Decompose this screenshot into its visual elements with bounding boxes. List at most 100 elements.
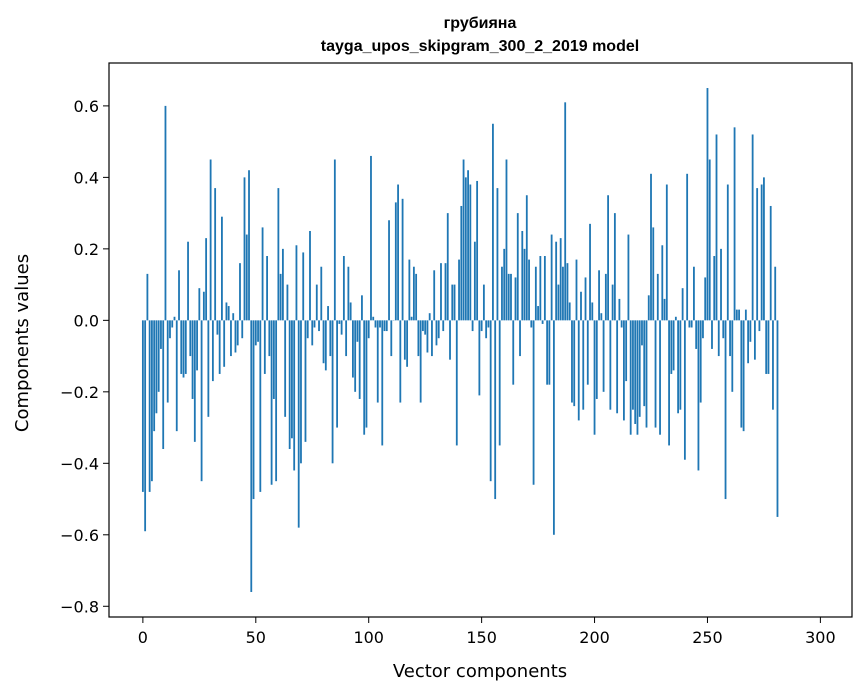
bar xyxy=(656,273,659,321)
bar xyxy=(401,198,404,321)
bar xyxy=(182,320,185,378)
bar xyxy=(243,177,246,321)
bar xyxy=(322,320,325,364)
bar xyxy=(510,273,512,321)
bar xyxy=(354,320,357,392)
x-tick-label: 200 xyxy=(579,628,610,647)
bar xyxy=(492,123,494,321)
bar xyxy=(268,320,271,357)
bar xyxy=(363,320,366,435)
bar xyxy=(180,320,183,374)
bar xyxy=(507,273,510,321)
bar xyxy=(512,320,515,385)
bar xyxy=(202,291,205,321)
bar xyxy=(609,320,612,410)
bar xyxy=(713,256,716,321)
bar xyxy=(412,266,415,321)
bar xyxy=(641,320,643,346)
bar xyxy=(191,320,194,399)
bar xyxy=(715,134,718,321)
bar xyxy=(733,127,736,321)
bar xyxy=(593,320,596,435)
bar xyxy=(254,320,257,346)
bar xyxy=(699,320,702,403)
bar xyxy=(650,173,652,321)
bar xyxy=(607,195,609,321)
bar xyxy=(374,320,377,328)
plot-frame xyxy=(108,62,853,618)
bar xyxy=(320,266,323,321)
bar xyxy=(239,263,241,321)
bar xyxy=(577,320,580,421)
bar xyxy=(686,173,689,321)
bar xyxy=(564,102,567,321)
bar xyxy=(173,316,176,321)
bar xyxy=(604,273,607,321)
bar xyxy=(211,320,214,382)
bar xyxy=(277,188,280,321)
bar xyxy=(571,320,573,403)
bar xyxy=(735,309,738,321)
bar xyxy=(155,320,158,414)
x-tick-label: 50 xyxy=(246,628,266,647)
y-tick-label: −0.8 xyxy=(60,597,99,616)
y-tick-label: 0.0 xyxy=(74,311,99,330)
bar xyxy=(279,273,282,321)
bar xyxy=(717,320,720,357)
bar xyxy=(270,320,273,485)
bar xyxy=(272,320,275,399)
bar xyxy=(541,320,544,324)
bar xyxy=(408,259,411,321)
bar xyxy=(361,295,363,321)
bar xyxy=(473,241,476,321)
bar xyxy=(198,288,201,321)
bar xyxy=(774,266,777,321)
bar xyxy=(681,288,684,321)
x-tick-label: 300 xyxy=(805,628,836,647)
bar xyxy=(740,320,743,428)
bar xyxy=(306,320,309,339)
y-tick-label: 0.6 xyxy=(74,97,99,116)
bar xyxy=(767,320,770,374)
bar xyxy=(765,320,768,374)
bar xyxy=(214,188,217,321)
chart-title: грубияна xyxy=(444,15,517,32)
bar xyxy=(516,213,519,321)
bar xyxy=(352,320,354,378)
bar xyxy=(539,256,542,321)
bar xyxy=(749,320,752,342)
bar xyxy=(611,284,614,321)
bar xyxy=(552,320,555,535)
bar xyxy=(340,320,343,335)
bar xyxy=(415,273,418,321)
bar xyxy=(333,159,336,321)
bar xyxy=(225,302,228,321)
bar xyxy=(275,320,278,482)
bar xyxy=(178,270,180,321)
bar xyxy=(446,213,449,321)
bar xyxy=(638,320,641,417)
bar xyxy=(670,320,673,374)
bar xyxy=(227,306,230,321)
bar xyxy=(623,320,625,421)
bar xyxy=(634,320,637,424)
y-axis: −0.8 −0.6 −0.4 −0.2 0.0 0.2 0.4 0.6 xyxy=(60,97,109,616)
bar xyxy=(530,320,533,328)
bar xyxy=(417,320,420,357)
bar xyxy=(286,284,289,321)
bar xyxy=(562,266,564,321)
bar xyxy=(487,320,490,328)
bar xyxy=(193,320,196,442)
bar xyxy=(501,266,503,321)
bar xyxy=(632,320,634,410)
bar xyxy=(566,263,569,321)
bar xyxy=(548,320,551,385)
bar xyxy=(580,291,582,321)
bar xyxy=(424,320,427,335)
bar xyxy=(618,298,621,321)
bar xyxy=(722,320,725,339)
bar xyxy=(643,320,646,407)
bar xyxy=(385,320,388,332)
bar xyxy=(356,320,359,342)
